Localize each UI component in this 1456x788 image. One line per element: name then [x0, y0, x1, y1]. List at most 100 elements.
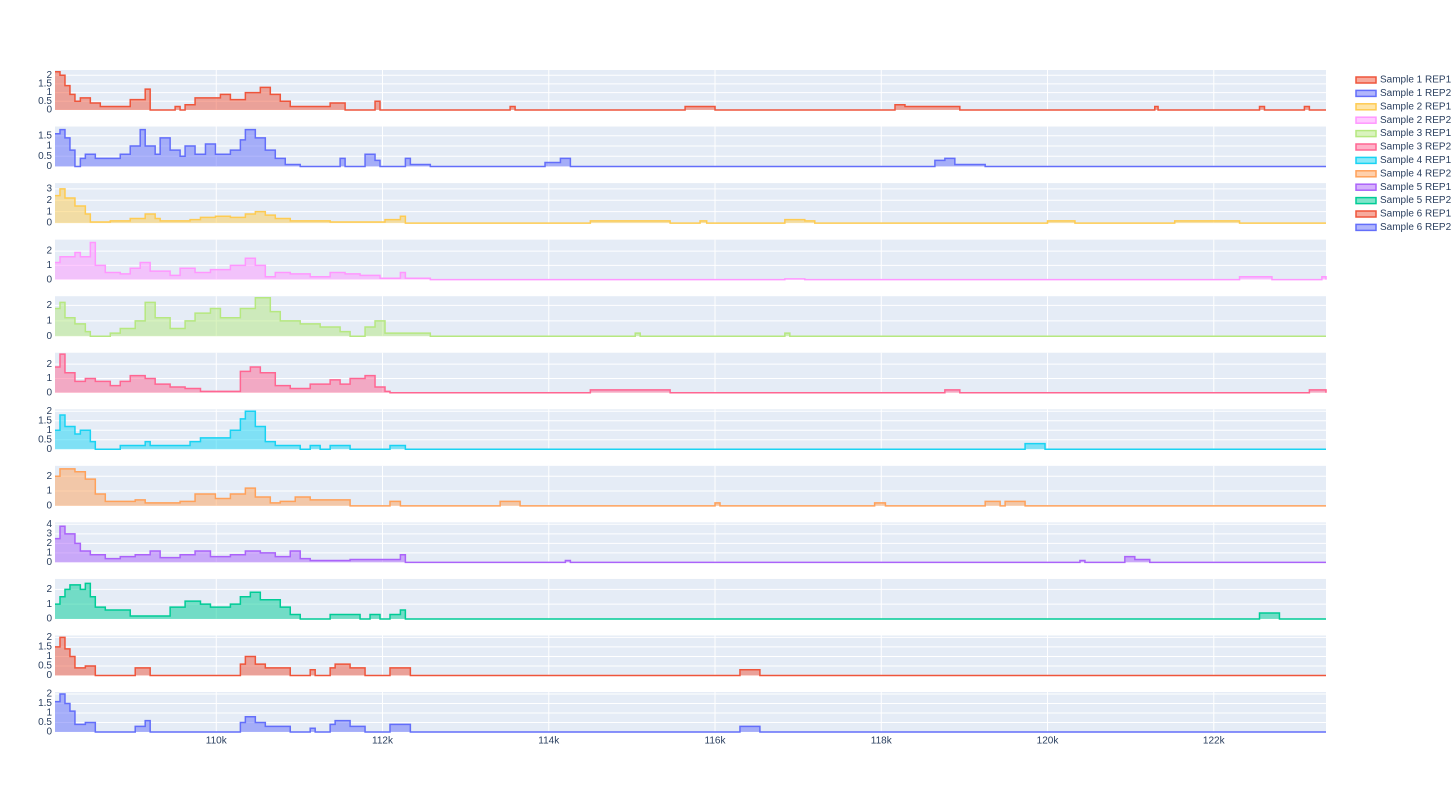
area-line: [55, 468, 1326, 507]
legend-label: Sample 6 REP1: [1380, 209, 1452, 220]
area-line: [55, 693, 1326, 733]
y-tick-label: 1: [46, 260, 52, 271]
legend-label: Sample 2 REP1: [1380, 101, 1452, 112]
y-tick-label: 0: [46, 500, 52, 511]
y-tick-label: 1: [46, 425, 52, 436]
y-tick-label: 0: [46, 218, 52, 229]
x-tick-label: 118k: [871, 736, 893, 747]
y-tick-label: 2: [46, 689, 52, 700]
legend-swatch: [1355, 129, 1377, 138]
y-tick-label: 0: [46, 387, 52, 398]
y-tick-label: 1: [46, 486, 52, 497]
y-tick-label: 0.5: [38, 434, 52, 445]
legend-swatch: [1355, 210, 1377, 218]
y-tick-label: 1.5: [38, 79, 52, 90]
area-line: [55, 70, 1326, 111]
area-line: [55, 636, 1326, 677]
area-line: [55, 582, 1326, 620]
y-tick-label: 0.5: [38, 717, 52, 728]
y-tick-label: 0: [46, 727, 52, 738]
legend-swatch: [1355, 156, 1377, 165]
legend-swatch: [1355, 143, 1377, 151]
legend-swatch: [1355, 183, 1377, 191]
y-tick-label: 0: [46, 614, 52, 625]
y-tick-label: 2: [46, 471, 52, 482]
legend-label: Sample 5 REP1: [1380, 182, 1452, 193]
x-tick-label: 112k: [372, 736, 394, 747]
legend-label: Sample 3 REP1: [1380, 128, 1452, 139]
legend-label: Sample 3 REP2: [1380, 142, 1452, 153]
y-tick-label: 1: [46, 206, 52, 217]
legend-swatch: [1355, 89, 1377, 98]
y-tick-label: 1.5: [38, 415, 52, 426]
area-fill: [55, 583, 1326, 619]
x-tick-label: 122k: [1203, 736, 1226, 747]
y-tick-label: 1: [46, 548, 52, 559]
legend-swatch: [1355, 116, 1377, 124]
legend-swatch: [1355, 196, 1377, 205]
y-tick-label: 0.5: [38, 96, 52, 107]
x-tick-label: 116k: [705, 736, 727, 747]
y-tick-label: 2: [46, 406, 52, 417]
y-tick-label: 1: [46, 599, 52, 610]
legend-label: Sample 1 REP2: [1380, 88, 1452, 99]
y-tick-label: 2: [46, 70, 52, 81]
y-tick-label: 1: [46, 141, 52, 152]
y-tick-label: 2: [46, 195, 52, 206]
y-tick-label: 2: [46, 359, 52, 370]
legend-label: Sample 4 REP2: [1380, 168, 1452, 179]
x-tick-label: 114k: [538, 736, 560, 747]
y-tick-label: 2: [46, 246, 52, 257]
area-line: [55, 410, 1326, 451]
legend-label: Sample 5 REP2: [1380, 195, 1452, 206]
area-line: [55, 241, 1327, 281]
area-line: [55, 188, 1326, 224]
y-tick-label: 1.5: [38, 642, 52, 653]
y-tick-label: 1.5: [38, 698, 52, 709]
y-tick-label: 0: [46, 161, 52, 172]
area-line: [55, 353, 1327, 394]
area-line: [55, 128, 1326, 168]
y-tick-label: 4: [46, 519, 52, 530]
y-tick-label: 0.5: [38, 151, 52, 162]
y-tick-label: 1: [46, 87, 52, 98]
y-tick-label: 1: [46, 373, 52, 384]
y-tick-label: 0: [46, 274, 52, 285]
y-tick-label: 0: [46, 557, 52, 568]
y-tick-label: 3: [46, 528, 52, 539]
y-tick-label: 0: [46, 444, 52, 455]
area-fill: [55, 354, 1326, 393]
y-tick-label: 1.5: [38, 130, 52, 141]
legend-label: Sample 2 REP2: [1380, 115, 1452, 126]
x-tick-label: 120k: [1037, 736, 1060, 747]
plot-background: [55, 239, 1326, 280]
y-tick-label: 3: [46, 183, 52, 194]
area-fill: [55, 242, 1326, 280]
y-tick-label: 1: [46, 651, 52, 662]
area-line: [55, 525, 1326, 564]
legend-swatch: [1355, 76, 1377, 84]
y-tick-label: 2: [46, 300, 52, 311]
y-tick-label: 0: [46, 331, 52, 342]
legend-label: Sample 6 REP2: [1380, 222, 1452, 233]
legend-label: Sample 1 REP1: [1380, 75, 1452, 86]
area-fill: [55, 526, 1326, 563]
y-tick-label: 2: [46, 632, 52, 643]
y-tick-label: 0: [46, 105, 52, 116]
y-tick-label: 1: [46, 708, 52, 719]
y-tick-label: 0: [46, 670, 52, 681]
area-fill: [55, 297, 1326, 337]
y-tick-label: 2: [46, 584, 52, 595]
legend-label: Sample 4 REP1: [1380, 155, 1452, 166]
plot-background: [55, 692, 1326, 733]
y-tick-label: 0.5: [38, 661, 52, 672]
x-tick-label: 110k: [206, 736, 228, 747]
area-fill: [55, 129, 1326, 167]
area-line: [55, 296, 1326, 337]
legend-swatch: [1355, 103, 1377, 111]
y-tick-label: 1: [46, 315, 52, 326]
legend-swatch: [1355, 223, 1377, 232]
y-tick-label: 2: [46, 538, 52, 549]
legend-swatch: [1355, 170, 1377, 178]
